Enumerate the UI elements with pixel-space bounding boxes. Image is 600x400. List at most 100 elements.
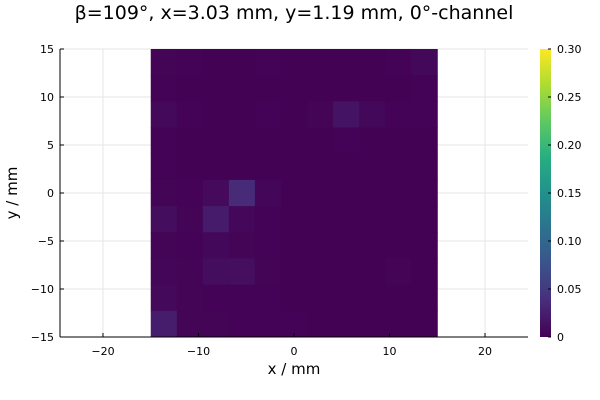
heatmap-cell — [176, 232, 204, 259]
heatmap-cell — [333, 127, 360, 155]
heatmap-cell — [280, 179, 308, 207]
heatmap-cell — [280, 206, 308, 233]
heatmap-cells — [150, 49, 438, 338]
heatmap-cell — [359, 258, 386, 286]
heatmap-cell — [202, 127, 230, 155]
heatmap-cell — [254, 101, 282, 129]
heatmap-cell — [202, 258, 230, 286]
heatmap-cell — [307, 153, 334, 181]
heatmap-cell — [307, 310, 334, 338]
heatmap-cell — [307, 258, 334, 286]
heatmap-cell — [411, 258, 438, 286]
heatmap-cell — [280, 49, 308, 76]
x-tick-label: −10 — [187, 345, 210, 358]
colorbar-ticks: 0 0.05 0.10 0.15 0.20 0.25 0.30 — [548, 43, 582, 344]
heatmap-cell — [254, 310, 282, 338]
y-tick-label: −10 — [31, 283, 54, 296]
heatmap-cell — [176, 258, 204, 286]
heatmap-cell — [228, 232, 256, 259]
heatmap-cell — [385, 258, 412, 286]
heatmap-cell — [176, 49, 204, 76]
heatmap-cell — [385, 49, 412, 76]
heatmap-cell — [228, 153, 256, 181]
heatmap-cell — [280, 127, 308, 155]
heatmap-cell — [411, 310, 438, 338]
heatmap-cell — [333, 284, 360, 312]
heatmap-cell — [333, 179, 360, 207]
heatmap-cell — [150, 179, 178, 207]
heatmap-cell — [280, 232, 308, 259]
colorbar-tick-label: 0.30 — [557, 43, 582, 56]
colorbar — [540, 49, 551, 337]
heatmap-cell — [228, 179, 256, 207]
heatmap-cell — [176, 310, 204, 338]
heatmap-cell — [176, 75, 204, 102]
heatmap-cell — [411, 179, 438, 207]
heatmap-cell — [176, 179, 204, 207]
colorbar-tick-label: 0.20 — [557, 139, 582, 152]
heatmap-cell — [228, 75, 256, 102]
heatmap-cell — [385, 284, 412, 312]
heatmap-cell — [307, 49, 334, 76]
heatmap-cell — [359, 284, 386, 312]
heatmap-cell — [280, 75, 308, 102]
heatmap-cell — [411, 206, 438, 233]
heatmap-cell — [359, 49, 386, 76]
heatmap-cell — [307, 127, 334, 155]
x-tick-label: −20 — [91, 345, 114, 358]
heatmap-cell — [385, 75, 412, 102]
heatmap-cell — [150, 310, 178, 338]
heatmap-cell — [176, 101, 204, 129]
heatmap-cell — [202, 101, 230, 129]
x-tick-label: 20 — [478, 345, 492, 358]
colorbar-tick-label: 0.25 — [557, 91, 582, 104]
heatmap-cell — [385, 127, 412, 155]
heatmap-cell — [385, 101, 412, 129]
heatmap-cell — [150, 206, 178, 233]
heatmap-cell — [150, 49, 178, 76]
heatmap-cell — [150, 284, 178, 312]
heatmap-cell — [359, 310, 386, 338]
heatmap-cell — [228, 49, 256, 76]
heatmap-cell — [176, 127, 204, 155]
heatmap-cell — [333, 49, 360, 76]
y-tick-label: 10 — [40, 91, 54, 104]
heatmap-cell — [280, 258, 308, 286]
heatmap-cell — [228, 101, 256, 129]
x-tick-label: 10 — [383, 345, 397, 358]
heatmap-cell — [307, 232, 334, 259]
heatmap-cell — [202, 153, 230, 181]
heatmap-cell — [254, 206, 282, 233]
heatmap-cell — [280, 101, 308, 129]
heatmap-cell — [202, 75, 230, 102]
heatmap-cell — [385, 206, 412, 233]
y-tick-label: 15 — [40, 43, 54, 56]
y-tick-label: −5 — [38, 235, 54, 248]
colorbar-tick-label: 0.15 — [557, 187, 582, 200]
heatmap-cell — [333, 206, 360, 233]
colorbar-tick-label: 0.10 — [557, 235, 582, 248]
heatmap-cell — [385, 179, 412, 207]
heatmap-cell — [333, 153, 360, 181]
x-ticks: −20 −10 0 10 20 — [91, 333, 492, 358]
y-ticks: −15 −10 −5 0 5 10 15 — [31, 43, 64, 344]
heatmap-cell — [254, 75, 282, 102]
heatmap-cell — [359, 101, 386, 129]
heatmap-cell — [202, 284, 230, 312]
heatmap-cell — [150, 258, 178, 286]
heatmap-cell — [307, 75, 334, 102]
heatmap-cell — [411, 153, 438, 181]
y-tick-label: 5 — [47, 139, 54, 152]
heatmap-cell — [359, 127, 386, 155]
heatmap-cell — [202, 206, 230, 233]
x-tick-label: 0 — [291, 345, 298, 358]
heatmap-cell — [176, 284, 204, 312]
heatmap-cell — [280, 153, 308, 181]
y-tick-label: 0 — [47, 187, 54, 200]
heatmap-cell — [359, 153, 386, 181]
heatmap-cell — [228, 206, 256, 233]
heatmap-cell — [333, 75, 360, 102]
heatmap-cell — [202, 49, 230, 76]
heatmap-cell — [307, 101, 334, 129]
